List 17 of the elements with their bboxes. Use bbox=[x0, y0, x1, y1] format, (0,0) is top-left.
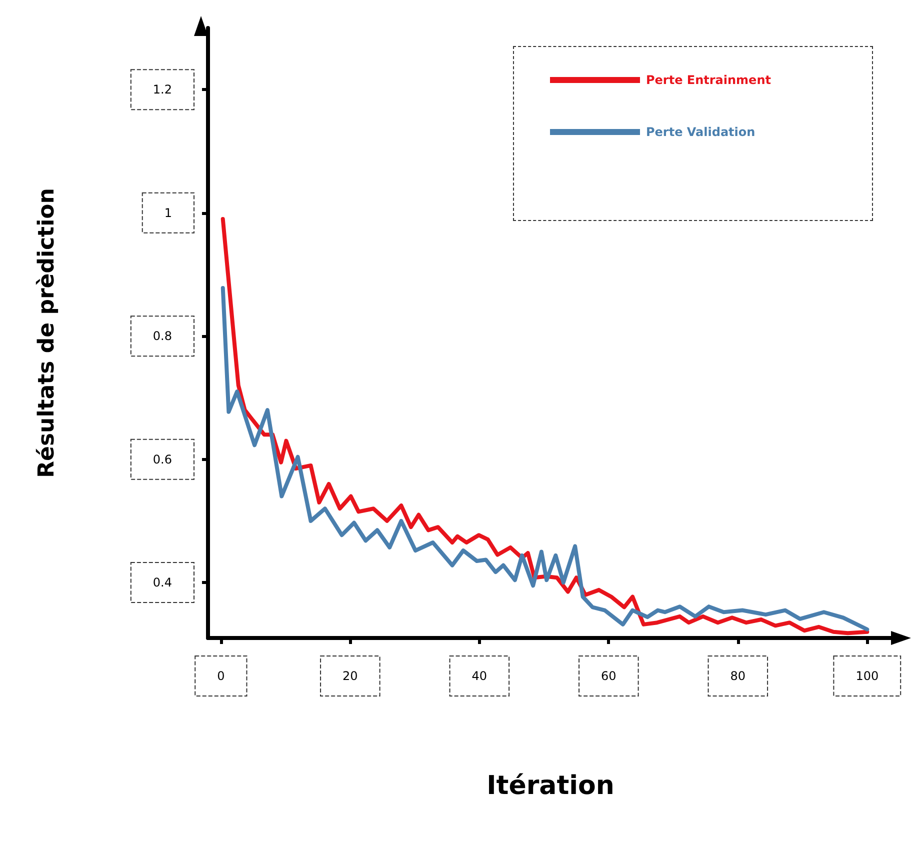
x-axis-title: Itération bbox=[486, 771, 614, 801]
x-tick-label: 40 bbox=[472, 669, 488, 683]
y-tick-label: 1.2 bbox=[152, 82, 172, 97]
line-series bbox=[220, 286, 870, 632]
x-tick-label: 0 bbox=[217, 669, 225, 683]
x-tick-label: 60 bbox=[601, 669, 616, 683]
x-tick-label: 100 bbox=[856, 669, 879, 683]
y-tick-label: 0.6 bbox=[152, 452, 172, 466]
y-axis-title: Résultats de prèdiction bbox=[34, 188, 60, 478]
y-tick-label: 0.8 bbox=[152, 329, 172, 344]
y-tick-label: 1 bbox=[164, 206, 172, 220]
y-tick-label: 0.4 bbox=[152, 576, 172, 590]
text: Perte Validation bbox=[646, 125, 756, 139]
x-tick-label: 80 bbox=[730, 669, 746, 683]
x-tick-label: 20 bbox=[342, 669, 358, 683]
line-series bbox=[220, 217, 870, 636]
text: Perte Entrainment bbox=[646, 73, 771, 87]
